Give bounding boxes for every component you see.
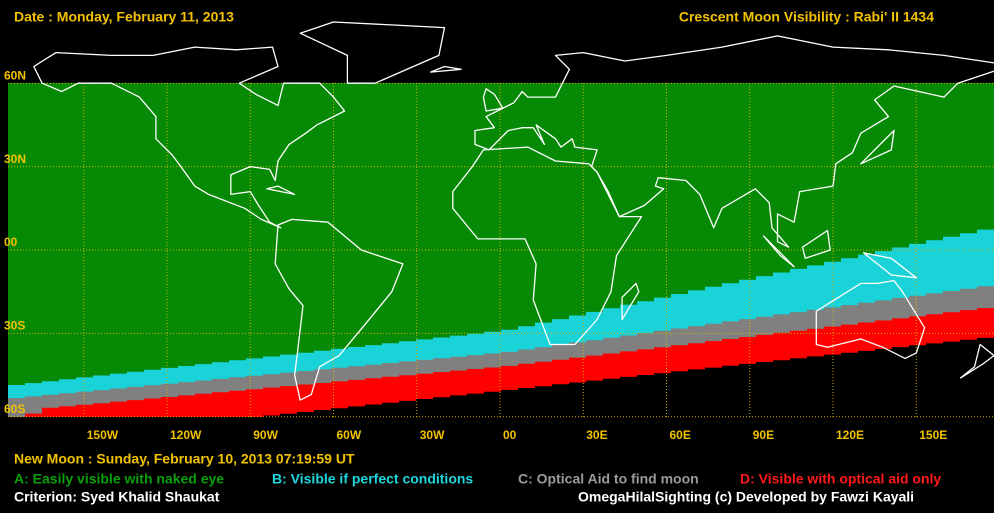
coastline xyxy=(959,343,994,379)
coastline xyxy=(299,21,446,84)
lon-label: 150W xyxy=(87,428,119,442)
lon-label: 120W xyxy=(170,428,202,442)
coastline xyxy=(482,88,504,112)
coastline xyxy=(429,65,462,73)
coastline xyxy=(860,129,895,165)
coastline xyxy=(452,146,643,346)
lat-label: 30S xyxy=(4,319,25,333)
coastline xyxy=(762,235,795,268)
coastline xyxy=(815,279,926,360)
lon-label: 120E xyxy=(836,428,864,442)
legend-c: C: Optical Aid to find moon xyxy=(518,471,699,487)
coastline xyxy=(801,229,831,259)
lat-labels: 60N 30N 00 30S 60S xyxy=(4,68,26,416)
lat-label: 60N xyxy=(4,68,26,82)
coastline xyxy=(33,46,346,229)
coastline xyxy=(862,252,917,279)
credit: OmegaHilalSighting (c) Developed by Fawz… xyxy=(578,489,914,505)
grid xyxy=(8,82,994,418)
legend-a: A: Easily visible with naked eye xyxy=(14,471,224,487)
coastline xyxy=(266,185,296,196)
lon-label: 00 xyxy=(503,428,517,442)
coastline xyxy=(274,218,404,401)
lon-label: 60E xyxy=(670,428,691,442)
new-moon: New Moon : Sunday, February 10, 2013 07:… xyxy=(14,451,355,467)
lon-label: 150E xyxy=(919,428,947,442)
lon-label: 30W xyxy=(420,428,445,442)
lon-label: 90W xyxy=(253,428,278,442)
lon-label: 30E xyxy=(586,428,607,442)
legend-d: D: Visible with optical aid only xyxy=(740,471,941,487)
coastlines xyxy=(33,21,994,401)
zone-none xyxy=(263,337,994,417)
lon-label: 90E xyxy=(753,428,774,442)
lon-label: 60W xyxy=(337,428,362,442)
lat-label: 30N xyxy=(4,152,26,166)
criterion: Criterion: Syed Khalid Shaukat xyxy=(14,489,220,505)
coastline xyxy=(621,282,640,321)
lon-labels: 150W 120W 90W 60W 30W 00 30E 60E 90E 120E 150E xyxy=(87,428,948,442)
coastline xyxy=(474,35,994,248)
legend-b: B: Visible if perfect conditions xyxy=(272,471,473,487)
date: Date : Monday, February 11, 2013 xyxy=(14,9,234,25)
lat-label: 00 xyxy=(4,235,18,249)
lat-label: 60S xyxy=(4,402,25,416)
map-title: Crescent Moon Visibility : Rabi' II 1434 xyxy=(679,9,934,25)
